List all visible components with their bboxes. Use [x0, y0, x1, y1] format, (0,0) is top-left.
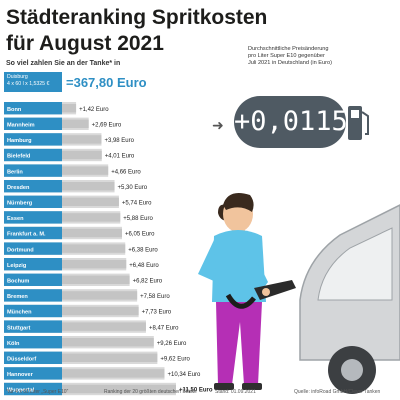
- value-label: +8,47 Euro: [149, 325, 179, 331]
- bar: [62, 104, 77, 113]
- title-line-2: für August 2021: [6, 32, 164, 55]
- benchmark-formula: 4 x 60 l x 1,5325 €: [7, 81, 50, 87]
- category-label-box: [4, 195, 62, 208]
- category-label-box: [4, 273, 62, 286]
- average-change-display: +0,0115: [234, 96, 348, 148]
- bar: [62, 150, 102, 160]
- value-label: +4,66 Euro: [111, 169, 141, 175]
- average-change-note-line-2: pro Liter Super E10 gegenüber: [248, 53, 325, 59]
- category-label-box: [4, 148, 62, 162]
- bar: [62, 322, 146, 331]
- category-label: Berlin: [7, 169, 23, 175]
- value-label: +2,69 Euro: [92, 123, 122, 129]
- bar: [62, 213, 121, 222]
- value-label: +4,01 Euro: [105, 154, 135, 160]
- bar: [62, 260, 127, 269]
- footer-source: Quelle: infoRoad GmbH/Clever Tanken: [294, 389, 381, 395]
- bar: [62, 306, 139, 316]
- bar: [62, 135, 102, 144]
- average-change-note-line-1: Durchschnittliche Preisänderung: [248, 46, 329, 52]
- category-label-box: [4, 226, 62, 240]
- bar: [62, 182, 115, 191]
- category-label-box: [4, 351, 62, 364]
- category-label-box: [4, 382, 62, 396]
- value-label: +6,48 Euro: [129, 263, 159, 269]
- fuel-pump-icon: [348, 106, 369, 140]
- arrow-right-icon: ➜: [212, 117, 224, 133]
- value-label: +9,62 Euro: [160, 357, 190, 363]
- category-label-box: [4, 242, 62, 255]
- bar: [62, 384, 176, 394]
- value-label: +6,82 Euro: [133, 279, 163, 285]
- category-label-box: [4, 289, 62, 302]
- value-label: +7,73 Euro: [142, 310, 172, 316]
- category-label: Bochum: [7, 279, 29, 285]
- category-label: Bremen: [7, 294, 28, 300]
- category-label-box: [4, 304, 62, 318]
- category-label: Dortmund: [7, 247, 34, 253]
- average-change-note-line-3: Juli 2021 in Deutschland (in Euro): [248, 60, 332, 66]
- value-label: +6,38 Euro: [128, 247, 158, 253]
- category-label-box: [4, 211, 62, 224]
- bar: [62, 291, 138, 300]
- category-label: Essen: [7, 216, 24, 222]
- car-outline: [299, 204, 400, 394]
- bar: [62, 338, 154, 347]
- value-label: +10,34 Euro: [168, 372, 202, 378]
- category-label: Hamburg: [7, 138, 32, 144]
- category-label: München: [7, 310, 32, 316]
- category-label-box: [4, 367, 62, 380]
- value-label: +9,26 Euro: [157, 341, 187, 347]
- category-label: Bielefeld: [7, 154, 31, 160]
- category-label: Dresden: [7, 185, 30, 191]
- average-change-note: Durchschnittliche Preisänderung pro Lite…: [248, 46, 378, 67]
- value-label: +5,30 Euro: [118, 185, 148, 191]
- category-label: Stuttgart: [7, 325, 30, 331]
- category-label-box: [4, 164, 62, 177]
- bar: [62, 166, 109, 175]
- benchmark-city: Duisburg: [7, 74, 28, 80]
- footer-date: Stand: 01.09.2021: [215, 389, 256, 395]
- bar: [62, 228, 122, 238]
- value-label: +5,74 Euro: [122, 201, 152, 207]
- benchmark-box: Duisburg 4 x 60 l x 1,5325 €: [4, 72, 62, 92]
- category-label: Mannheim: [7, 123, 35, 129]
- bar: [62, 244, 126, 253]
- footer-note: *für 4 x 60 Liter „Super E10“: [6, 389, 69, 395]
- bar: [62, 353, 158, 362]
- value-label: +5,88 Euro: [123, 216, 153, 222]
- category-label: Köln: [7, 341, 20, 347]
- category-label: Wuppertal: [7, 388, 35, 394]
- benchmark-value: =367,80 Euro: [66, 75, 147, 90]
- value-label: +11,50 Euro: [179, 388, 213, 394]
- value-label: +1,42 Euro: [79, 107, 109, 113]
- category-label-box: [4, 180, 62, 193]
- category-label-box: [4, 133, 62, 146]
- footer-ranking: Ranking der 20 größten deutschen Städte: [104, 389, 197, 395]
- value-label: +7,58 Euro: [140, 294, 170, 300]
- category-label-box: [4, 102, 62, 115]
- category-label: Leipzig: [7, 263, 27, 269]
- value-label: +6,05 Euro: [125, 232, 155, 238]
- person-figure: [198, 192, 296, 390]
- category-label-box: [4, 117, 62, 130]
- bar: [62, 119, 89, 128]
- value-label: +3,98 Euro: [104, 138, 134, 144]
- bar: [62, 197, 119, 206]
- category-label: Frankfurt a. M.: [7, 232, 46, 238]
- bar: [62, 275, 130, 284]
- category-label-box: [4, 258, 62, 271]
- bar: [62, 369, 165, 378]
- category-label-box: [4, 336, 62, 349]
- category-label: Düsseldorf: [7, 357, 36, 363]
- category-label: Hannover: [7, 372, 34, 378]
- title-line-1: Städteranking Spritkosten: [6, 6, 268, 29]
- category-label: Bonn: [7, 107, 22, 113]
- category-label: Nürnberg: [7, 201, 33, 207]
- category-label-box: [4, 320, 62, 333]
- subheading: So viel zahlen Sie an der Tanke* in: [6, 60, 121, 67]
